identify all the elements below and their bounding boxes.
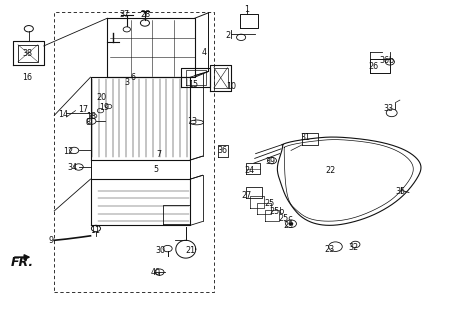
Text: 15: 15 — [188, 80, 198, 89]
Text: 37: 37 — [119, 10, 129, 19]
Text: 3: 3 — [124, 78, 129, 87]
Text: 10: 10 — [226, 82, 236, 91]
Text: 18: 18 — [86, 113, 96, 122]
Text: 35: 35 — [396, 188, 406, 196]
Text: 25b: 25b — [270, 207, 285, 216]
Text: 1: 1 — [244, 5, 249, 14]
Text: 36: 36 — [217, 146, 227, 155]
Text: 21: 21 — [185, 246, 195, 255]
Text: 25c: 25c — [278, 214, 293, 223]
Text: 12: 12 — [63, 147, 73, 156]
Text: 7: 7 — [156, 150, 161, 159]
Text: 6: 6 — [131, 73, 136, 82]
Text: 14: 14 — [58, 110, 68, 119]
Circle shape — [289, 222, 293, 225]
Text: 17: 17 — [78, 105, 88, 114]
Text: 2: 2 — [226, 31, 231, 40]
Text: 19: 19 — [99, 103, 109, 112]
Text: 29: 29 — [283, 221, 294, 230]
Text: 5: 5 — [153, 165, 158, 174]
Text: 9: 9 — [49, 236, 54, 245]
Text: 22: 22 — [326, 166, 336, 175]
Text: 23: 23 — [324, 245, 334, 254]
Text: FR.: FR. — [11, 256, 34, 269]
Text: 24: 24 — [244, 166, 254, 175]
Text: 11: 11 — [90, 226, 100, 235]
Text: 38: 38 — [22, 49, 32, 58]
Text: 31: 31 — [300, 132, 310, 141]
Text: 4: 4 — [202, 48, 207, 57]
Text: 8: 8 — [85, 118, 90, 127]
Text: 33: 33 — [384, 104, 394, 113]
Text: 26: 26 — [369, 61, 379, 70]
Text: 30: 30 — [155, 246, 165, 255]
Text: 40: 40 — [151, 268, 161, 277]
Text: 27: 27 — [242, 191, 252, 200]
Text: 13: 13 — [187, 116, 197, 126]
Text: 25: 25 — [264, 199, 274, 208]
Text: 39: 39 — [266, 157, 276, 166]
Text: 28: 28 — [141, 10, 151, 19]
Text: 20: 20 — [96, 93, 106, 102]
Text: 34: 34 — [67, 163, 77, 172]
Text: 36b: 36b — [379, 56, 395, 65]
Text: 32: 32 — [349, 243, 359, 252]
Text: 16: 16 — [22, 73, 32, 82]
